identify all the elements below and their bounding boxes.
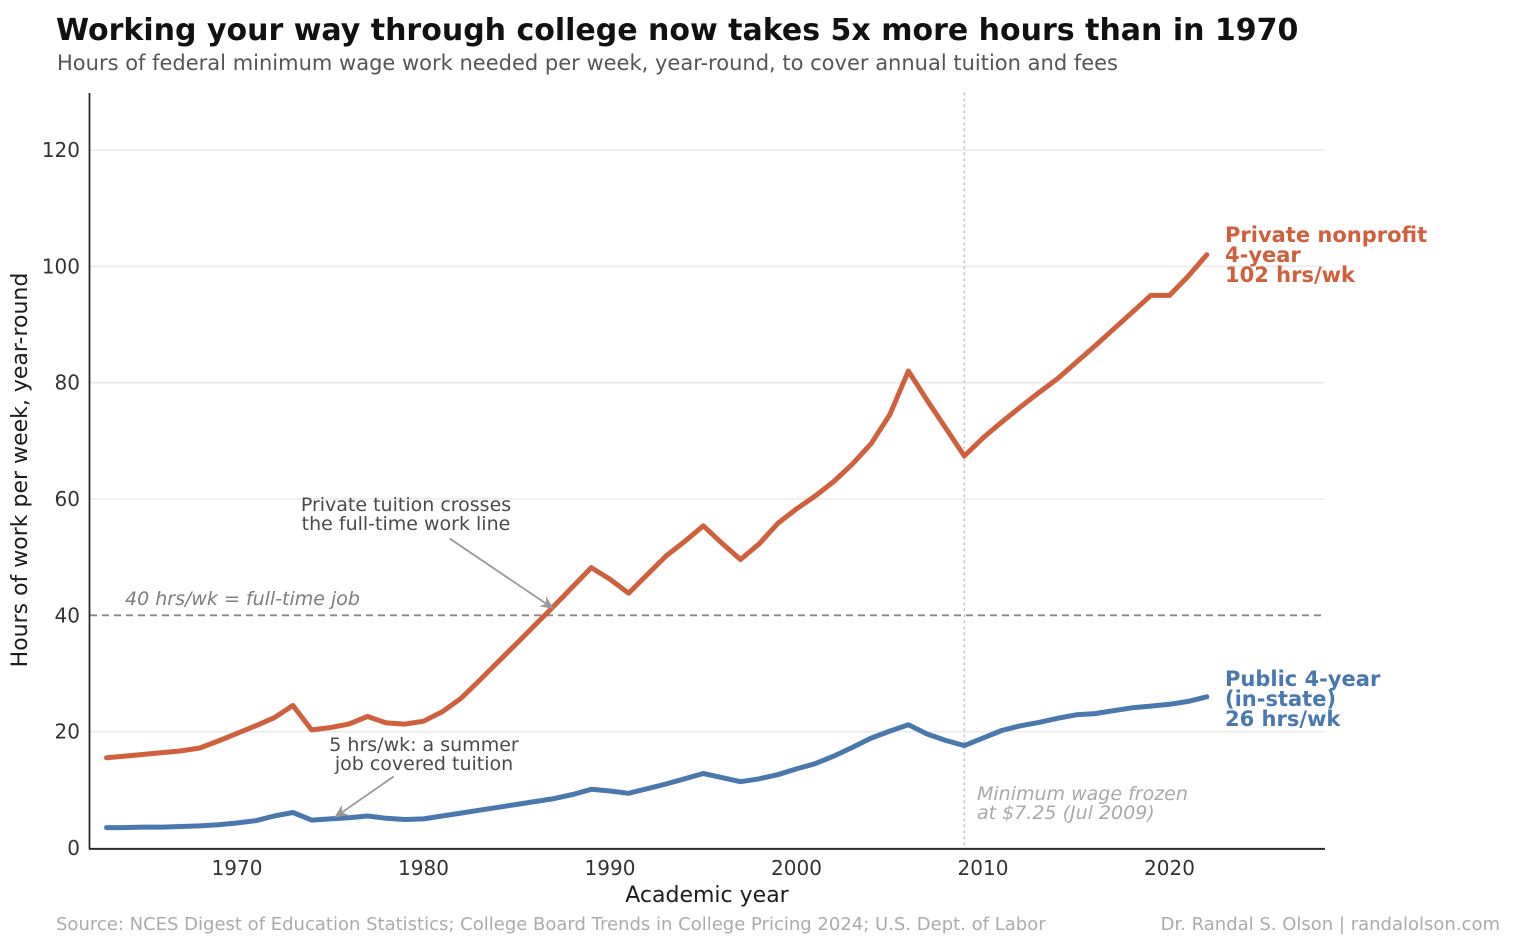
- y-tick-label-0: 0: [67, 836, 80, 860]
- public-series-label-line3: 26 hrs/wk: [1225, 707, 1341, 731]
- y-tick-label-60: 60: [55, 487, 80, 511]
- annotation-arrow-summer: [334, 775, 395, 818]
- x-tick-label-1990: 1990: [585, 856, 636, 880]
- annotation-arrows: [334, 537, 554, 818]
- private-series-label-line2: 4-year: [1225, 243, 1301, 267]
- tick-labels: 0 20 40 60 80 100 120 1970 1980 1990 2000 2010 2020: [42, 138, 1195, 880]
- y-tick-label-20: 20: [55, 720, 80, 744]
- reference-lines: [90, 92, 1325, 849]
- gridlines: [90, 149, 1325, 733]
- annotation-summer-line2: job covered tuition: [334, 753, 513, 775]
- footer-source: Source: NCES Digest of Education Statist…: [56, 914, 1046, 935]
- minwage-label-line1: Minimum wage frozen: [977, 783, 1188, 805]
- x-tick-label-2010: 2010: [958, 856, 1009, 880]
- x-tick-label-1970: 1970: [212, 856, 263, 880]
- annotation-arrow-cross: [449, 537, 554, 609]
- y-tick-label-120: 120: [42, 138, 80, 162]
- axes: [88, 93, 1325, 850]
- public-series-label-line1: Public 4-year: [1225, 667, 1381, 691]
- x-tick-label-2020: 2020: [1144, 856, 1195, 880]
- x-tick-label-2000: 2000: [771, 856, 822, 880]
- private-series-label-line3: 102 hrs/wk: [1225, 263, 1356, 287]
- annotation-summer-line1: 5 hrs/wk: a summer: [329, 734, 519, 756]
- annotation-cross-line1: Private tuition crosses: [301, 494, 511, 516]
- y-tick-label-100: 100: [42, 254, 80, 278]
- x-axis-title: Academic year: [625, 883, 789, 908]
- public-series-label-line2: (in-state): [1225, 687, 1336, 711]
- footer-credit: Dr. Randal S. Olson | randalolson.com: [1161, 914, 1500, 935]
- chart-title: Working your way through college now tak…: [56, 13, 1298, 48]
- public-series-line: [104, 694, 1210, 831]
- minwage-label-line2: at $7.25 (Jul 2009): [977, 802, 1155, 824]
- private-series-line: [104, 252, 1210, 761]
- fulltime-line-label: 40 hrs/wk = full-time job: [125, 588, 360, 610]
- annotation-cross-line2: the full-time work line: [302, 513, 511, 535]
- data-series: [104, 252, 1210, 831]
- y-tick-label-80: 80: [55, 371, 80, 395]
- chart-subtitle: Hours of federal minimum wage work neede…: [57, 51, 1118, 75]
- private-series-label-line1: Private nonprofit: [1225, 223, 1427, 247]
- y-axis-title: Hours of work per week, year-round: [8, 273, 33, 668]
- y-tick-label-40: 40: [55, 603, 80, 627]
- x-tick-label-1980: 1980: [398, 856, 449, 880]
